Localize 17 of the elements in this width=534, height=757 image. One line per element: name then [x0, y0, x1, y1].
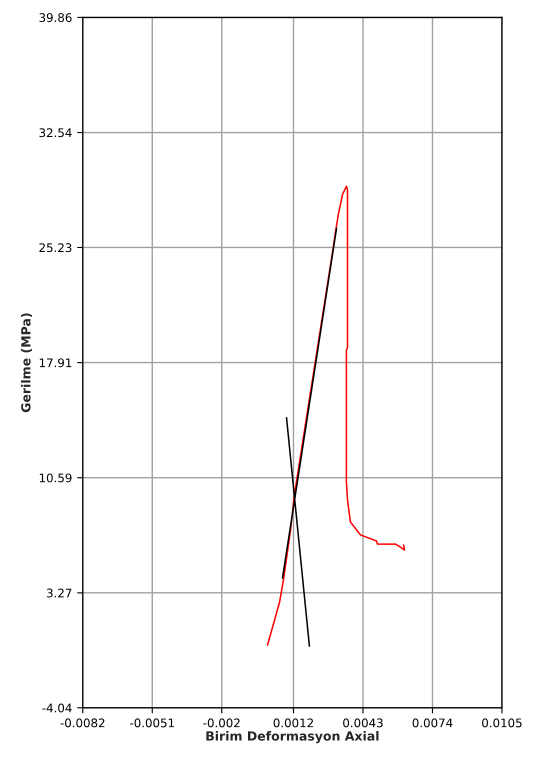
y-tick-label: 25.23 [39, 243, 72, 252]
y-tick-label: 39.86 [39, 13, 72, 22]
x-tick-label: 0.0012 [274, 718, 313, 728]
y-axis-title: Gerilme (MPa) [20, 313, 32, 412]
y-tick-label: 32.54 [39, 128, 72, 138]
x-axis-title: Birim Deformasyon Axial [206, 731, 378, 744]
x-tick-label: 0.0105 [482, 718, 522, 728]
x-tick-label: -0.002 [203, 718, 240, 728]
x-tick-label: 0.0074 [412, 718, 452, 728]
y-tick-label: -4.04 [42, 704, 72, 712]
y-tick-label: 17.91 [40, 358, 72, 368]
x-tick-label: -0.0051 [130, 718, 174, 728]
x-tick-label: -0.0082 [60, 718, 104, 728]
line-series [266, 186, 406, 646]
x-tick-label: 0.0043 [343, 718, 383, 728]
y-tick-label: 10.59 [40, 473, 72, 482]
y-tick-label: 3.27 [46, 588, 72, 598]
